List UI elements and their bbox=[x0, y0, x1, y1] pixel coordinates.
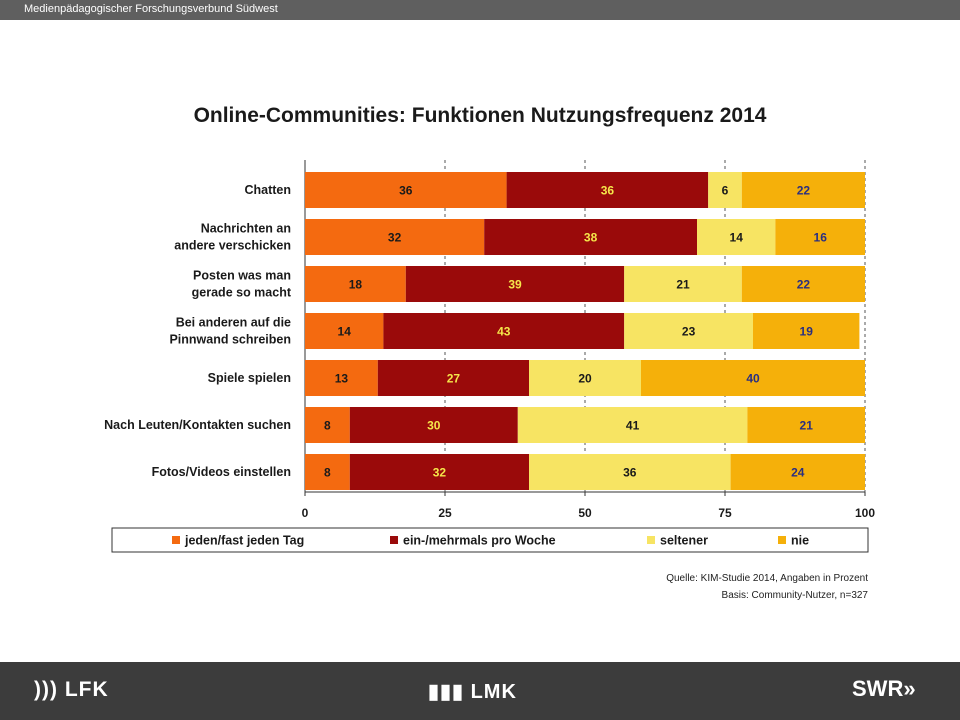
data-label: 19 bbox=[800, 325, 814, 339]
bar-segment bbox=[305, 407, 350, 443]
data-label: 24 bbox=[791, 466, 805, 480]
x-tick-label: 50 bbox=[578, 506, 592, 520]
source-line: Quelle: KIM-Studie 2014, Angaben in Proz… bbox=[666, 573, 868, 584]
header-bar: Medienpädagogischer Forschungsverbund Sü… bbox=[0, 0, 960, 20]
bar-segment bbox=[305, 266, 406, 302]
legend-box bbox=[111, 527, 869, 553]
bar-segment bbox=[405, 266, 625, 302]
bar-segment bbox=[305, 454, 350, 490]
x-tick-label: 75 bbox=[718, 506, 732, 520]
data-label: 18 bbox=[349, 278, 363, 292]
category-label: Spiele spielen bbox=[208, 371, 291, 385]
bar-segment bbox=[747, 407, 865, 443]
data-label: 8 bbox=[324, 466, 331, 480]
bar-segment bbox=[708, 172, 742, 208]
data-label: 36 bbox=[399, 184, 413, 198]
data-label: 38 bbox=[584, 231, 598, 245]
category-label: andere verschicken bbox=[174, 239, 291, 253]
bar-segment bbox=[697, 219, 776, 255]
data-label: 13 bbox=[335, 372, 349, 386]
bar-segment bbox=[305, 172, 507, 208]
data-label: 41 bbox=[626, 419, 640, 433]
data-label: 32 bbox=[433, 466, 447, 480]
bar-segment bbox=[753, 313, 860, 349]
x-tick-label: 25 bbox=[438, 506, 452, 520]
data-label: 20 bbox=[578, 372, 592, 386]
data-label: 23 bbox=[682, 325, 696, 339]
legend-label: seltener bbox=[660, 534, 708, 548]
legend-swatch bbox=[172, 536, 180, 544]
data-label: 8 bbox=[324, 419, 331, 433]
data-label: 30 bbox=[427, 419, 441, 433]
legend-swatch bbox=[390, 536, 398, 544]
legend-swatch bbox=[647, 536, 655, 544]
data-label: 6 bbox=[722, 184, 729, 198]
bar-segment bbox=[529, 454, 731, 490]
category-label: gerade so macht bbox=[192, 286, 292, 300]
category-label: Posten was man bbox=[193, 269, 291, 283]
category-label: Pinnwand schreiben bbox=[169, 333, 291, 347]
bar-segment bbox=[741, 266, 865, 302]
bar-segment bbox=[517, 407, 748, 443]
data-label: 21 bbox=[800, 419, 814, 433]
legend-label: nie bbox=[791, 534, 809, 548]
basis-line: Basis: Community-Nutzer, n=327 bbox=[721, 590, 868, 601]
x-tick-label: 100 bbox=[855, 506, 875, 520]
category-label: Nachrichten an bbox=[201, 222, 291, 236]
data-label: 32 bbox=[388, 231, 402, 245]
data-label: 40 bbox=[746, 372, 760, 386]
data-label: 22 bbox=[797, 184, 811, 198]
bar-segment bbox=[529, 360, 641, 396]
bar-segment bbox=[305, 313, 384, 349]
legend-label: ein-/mehrmals pro Woche bbox=[403, 534, 556, 548]
bar-segment bbox=[624, 313, 753, 349]
bar-segment bbox=[775, 219, 865, 255]
bar-segment bbox=[506, 172, 709, 208]
data-label: 43 bbox=[497, 325, 511, 339]
data-label: 21 bbox=[676, 278, 690, 292]
legend-label: jeden/fast jeden Tag bbox=[184, 534, 304, 548]
legend-swatch bbox=[778, 536, 786, 544]
category-label: Nach Leuten/Kontakten suchen bbox=[104, 418, 291, 432]
data-label: 39 bbox=[508, 278, 522, 292]
bar-segment bbox=[305, 219, 485, 255]
bar-segment bbox=[484, 219, 697, 255]
category-label: Fotos/Videos einstellen bbox=[152, 465, 291, 479]
bar-segment bbox=[730, 454, 865, 490]
data-label: 16 bbox=[814, 231, 828, 245]
category-label: Bei anderen auf die bbox=[176, 316, 291, 330]
data-label: 27 bbox=[447, 372, 461, 386]
swr-logo: SWR» bbox=[852, 676, 916, 701]
header-org-name: Medienpädagogischer Forschungsverbund Sü… bbox=[24, 3, 278, 15]
bar-segment bbox=[641, 360, 865, 396]
chart-title: Online-Communities: Funktionen Nutzungsf… bbox=[193, 104, 767, 127]
bar-segment bbox=[624, 266, 742, 302]
bar-segment bbox=[305, 360, 378, 396]
bar-segment bbox=[383, 313, 625, 349]
bar-segment bbox=[377, 360, 529, 396]
data-label: 14 bbox=[338, 325, 352, 339]
data-label: 22 bbox=[797, 278, 811, 292]
bar-segment bbox=[349, 407, 518, 443]
x-tick-label: 0 bbox=[302, 506, 309, 520]
lmk-logo: ▮▮▮ LMK bbox=[428, 681, 517, 703]
data-label: 36 bbox=[601, 184, 615, 198]
lfk-logo: ))) LFK bbox=[34, 678, 109, 701]
stacked-bar-chart: 36 36 6 22 Chatten 32 38 14 16 Nachrichten an ande… bbox=[104, 160, 875, 553]
data-label: 14 bbox=[730, 231, 744, 245]
category-label: Chatten bbox=[244, 183, 291, 197]
bar-segment bbox=[349, 454, 529, 490]
bar-segment bbox=[741, 172, 865, 208]
data-label: 36 bbox=[623, 466, 637, 480]
footer-bar bbox=[0, 662, 960, 720]
